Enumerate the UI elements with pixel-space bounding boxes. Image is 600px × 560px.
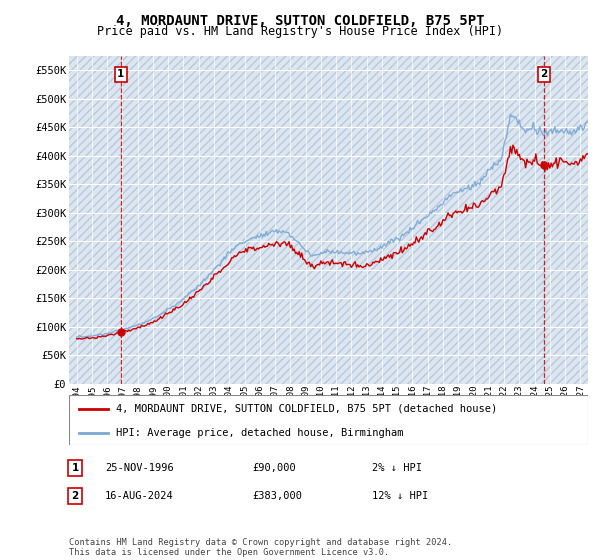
Text: 16-AUG-2024: 16-AUG-2024 (105, 491, 174, 501)
Text: 2% ↓ HPI: 2% ↓ HPI (372, 463, 422, 473)
Text: 12% ↓ HPI: 12% ↓ HPI (372, 491, 428, 501)
Text: 1: 1 (71, 463, 79, 473)
Text: 2: 2 (71, 491, 79, 501)
Text: £383,000: £383,000 (252, 491, 302, 501)
Text: 4, MORDAUNT DRIVE, SUTTON COLDFIELD, B75 5PT: 4, MORDAUNT DRIVE, SUTTON COLDFIELD, B75… (116, 14, 484, 28)
Text: £90,000: £90,000 (252, 463, 296, 473)
Text: HPI: Average price, detached house, Birmingham: HPI: Average price, detached house, Birm… (116, 428, 403, 437)
Text: Price paid vs. HM Land Registry's House Price Index (HPI): Price paid vs. HM Land Registry's House … (97, 25, 503, 38)
Text: 1: 1 (117, 69, 125, 79)
Text: 25-NOV-1996: 25-NOV-1996 (105, 463, 174, 473)
Text: Contains HM Land Registry data © Crown copyright and database right 2024.
This d: Contains HM Land Registry data © Crown c… (69, 538, 452, 557)
Text: 4, MORDAUNT DRIVE, SUTTON COLDFIELD, B75 5PT (detached house): 4, MORDAUNT DRIVE, SUTTON COLDFIELD, B75… (116, 404, 497, 414)
Text: 2: 2 (540, 69, 547, 79)
